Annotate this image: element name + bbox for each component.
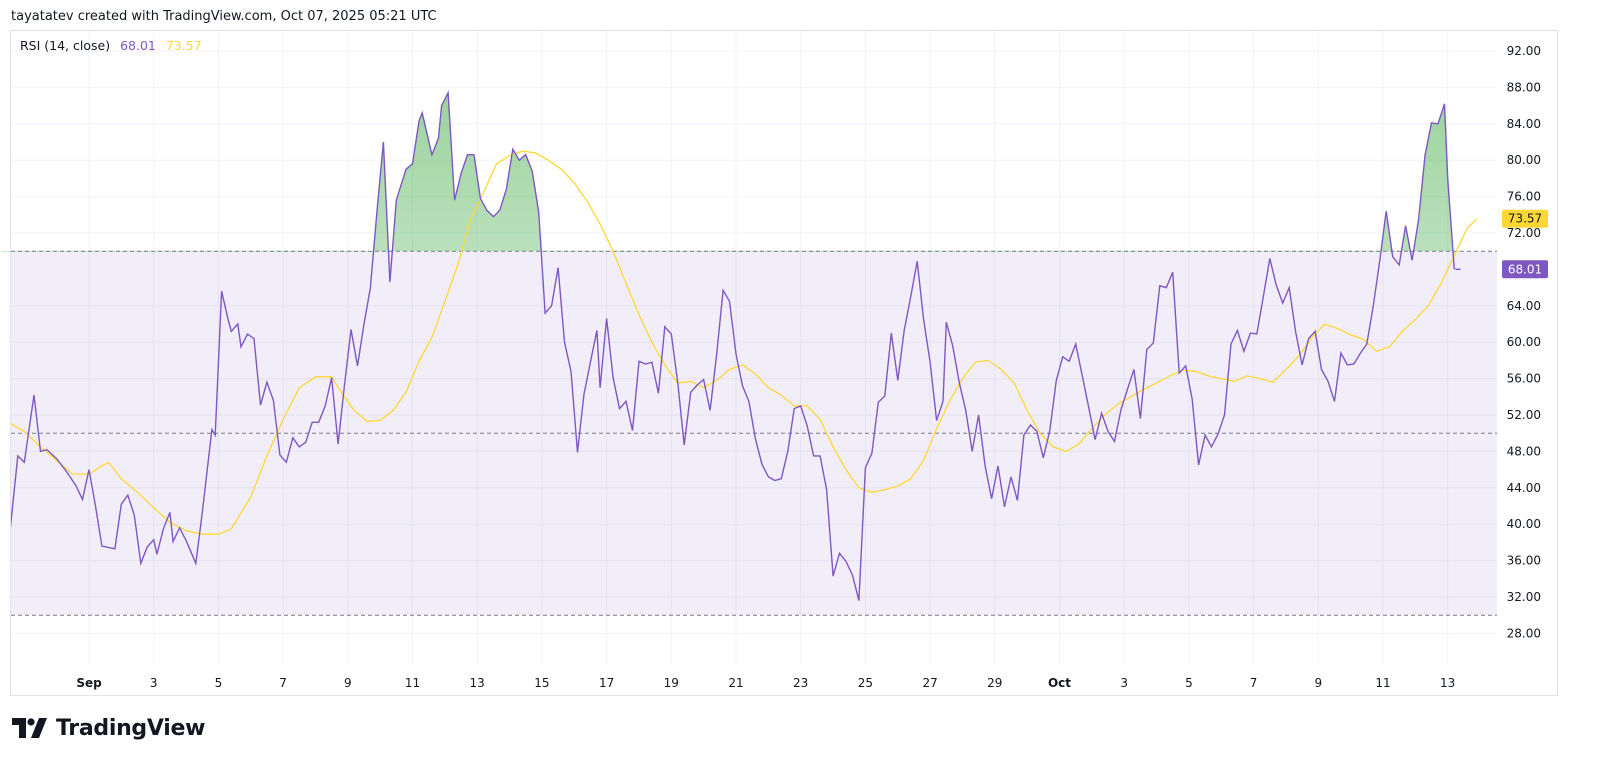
y-tick-label: 48.00 [1507, 444, 1541, 458]
x-tick-label: 11 [1375, 676, 1390, 690]
x-axis: Sep 3 5 7 9 11 13 15 17 19 21 23 25 27 29 Oct 3 5 7 9 11 13 [76, 676, 1455, 690]
x-tick-label: 25 [858, 676, 873, 690]
x-tick-label: Oct [1048, 676, 1071, 690]
x-tick-label: 13 [1440, 676, 1455, 690]
ma-legend-value: 73.57 [165, 38, 202, 53]
y-axis: 92.00 88.00 84.00 80.00 76.00 72.00 64.00 60.00… [1507, 44, 1541, 640]
rsi-legend-value: 68.01 [120, 38, 156, 53]
ma-value-badge-text: 73.57 [1508, 212, 1542, 226]
x-tick-label: 11 [405, 676, 420, 690]
rsi-ma-line [11, 150, 1478, 535]
x-tick-label: 13 [470, 676, 485, 690]
x-tick-label: 5 [215, 676, 223, 690]
grid-lines [11, 31, 1497, 664]
x-tick-label: 7 [1250, 676, 1258, 690]
y-tick-label: 56.00 [1507, 372, 1541, 386]
x-tick-label: 23 [793, 676, 808, 690]
y-tick-label: 52.00 [1507, 408, 1541, 422]
y-tick-label: 28.00 [1507, 626, 1541, 640]
x-tick-label: 9 [344, 676, 352, 690]
chart-frame [10, 30, 1558, 696]
x-tick-label: 19 [664, 676, 679, 690]
price-badges: 73.57 68.01 [1502, 209, 1548, 279]
y-tick-label: 88.00 [1507, 80, 1541, 94]
y-tick-label: 76.00 [1507, 190, 1541, 204]
rsi-value-badge: 68.01 [1502, 260, 1548, 279]
x-tick-label: 15 [534, 676, 549, 690]
indicator-name: RSI (14, close) [20, 38, 111, 53]
x-tick-label: 7 [279, 676, 287, 690]
tradingview-logo[interactable]: TradingView [12, 716, 205, 741]
y-tick-label: 44.00 [1507, 481, 1541, 495]
x-tick-label: 27 [922, 676, 937, 690]
y-tick-label: 64.00 [1507, 299, 1541, 313]
x-tick-label: 29 [987, 676, 1002, 690]
y-tick-label: 36.00 [1507, 554, 1541, 568]
rsi-line [11, 90, 1461, 601]
y-tick-label: 84.00 [1507, 117, 1541, 131]
chart-legend: RSI (14, close) 68.01 73.57 [20, 38, 208, 53]
tradingview-logo-text: TradingView [56, 716, 206, 741]
rsi-value-badge-bg [1502, 260, 1548, 279]
x-tick-label: 5 [1185, 676, 1193, 690]
x-tick-label: 21 [728, 676, 743, 690]
y-tick-label: 92.00 [1507, 44, 1541, 58]
x-tick-label: Sep [76, 676, 102, 690]
tradingview-logo-icon [12, 717, 47, 738]
x-tick-label: 3 [150, 676, 158, 690]
ma-value-badge: 73.57 [1502, 209, 1548, 228]
x-tick-label: 17 [599, 676, 614, 690]
y-tick-label: 72.00 [1507, 226, 1541, 240]
chart-attribution: tayatatev created with TradingView.com, … [11, 9, 437, 24]
y-tick-label: 60.00 [1507, 335, 1541, 349]
ma-value-badge-bg [1502, 209, 1548, 228]
y-tick-label: 32.00 [1507, 590, 1541, 604]
y-tick-label: 80.00 [1507, 153, 1541, 167]
rsi-value-badge-text: 68.01 [1508, 262, 1542, 276]
x-tick-label: 3 [1120, 676, 1128, 690]
y-tick-label: 40.00 [1507, 517, 1541, 531]
x-tick-label: 9 [1314, 676, 1322, 690]
